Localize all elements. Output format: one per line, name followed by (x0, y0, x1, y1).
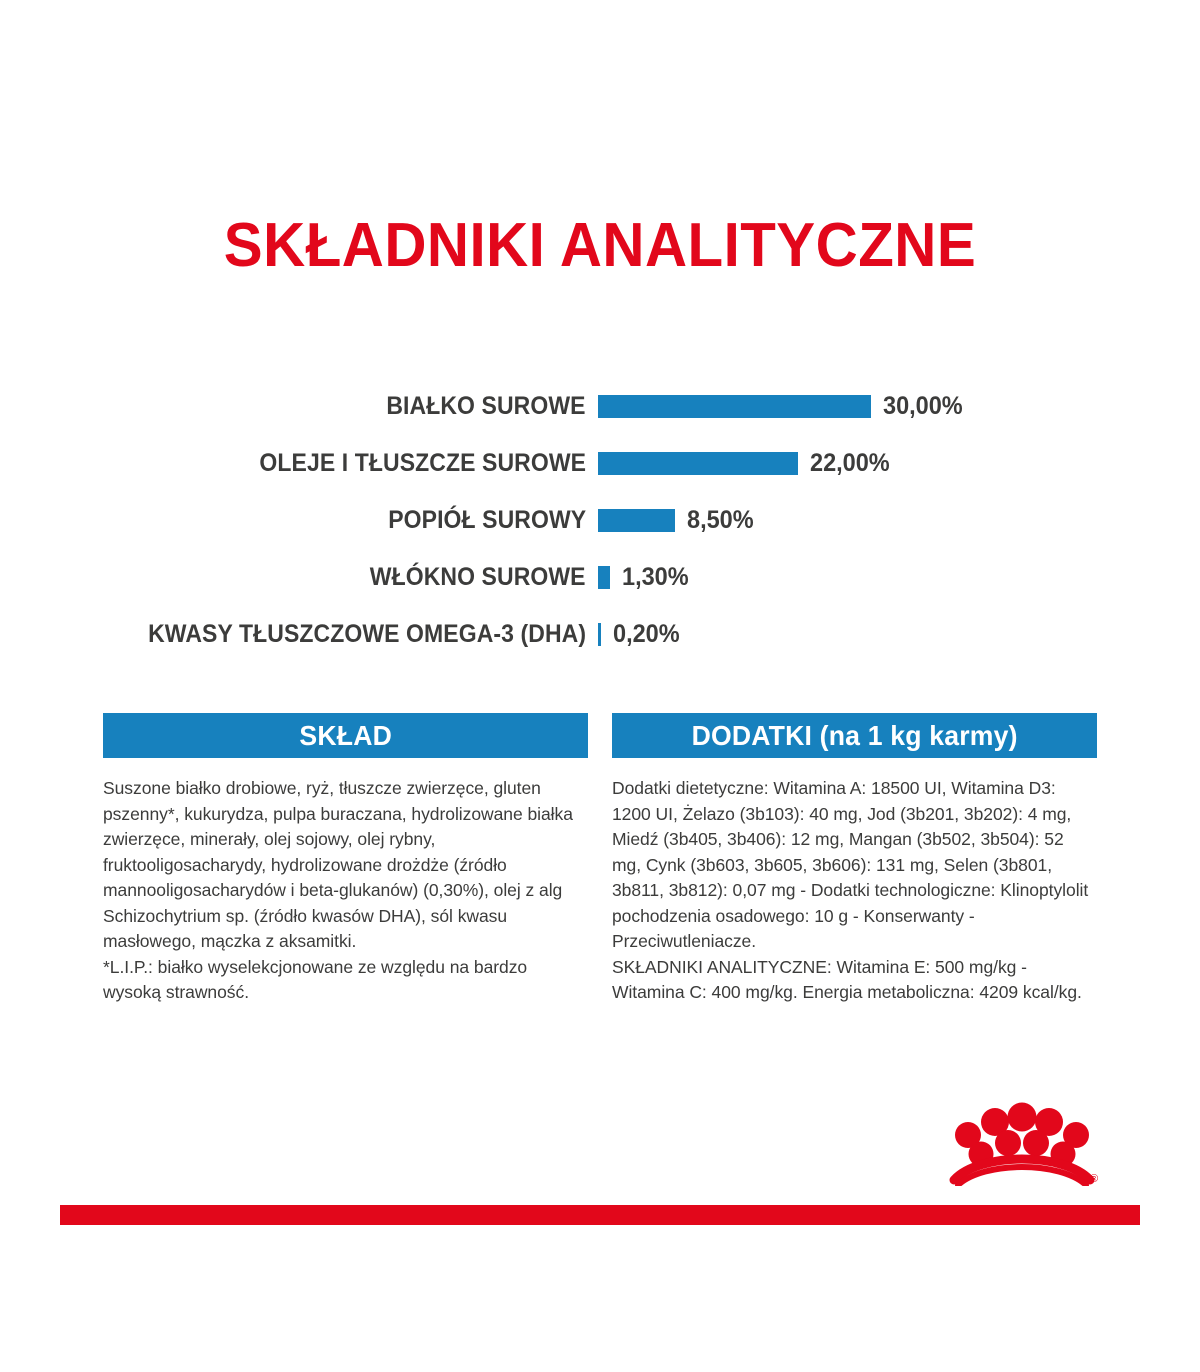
chart-label: WŁÓKNO SUROWE (370, 563, 586, 591)
composition-panel: SKŁAD Suszone białko drobiowe, ryż, tłus… (103, 713, 588, 1006)
chart-row: KWASY TŁUSZCZOWE OMEGA-3 (DHA) 0,20% (0, 606, 1200, 663)
additives-panel-header-label: DODATKI (na 1 kg karmy) (691, 720, 1018, 751)
chart-label: OLEJE I TŁUSZCZE SUROWE (259, 449, 586, 477)
composition-panel-body: Suszone białko drobiowe, ryż, tłuszcze z… (103, 778, 573, 1002)
info-panels: SKŁAD Suszone białko drobiowe, ryż, tłus… (0, 713, 1200, 1006)
chart-bar-wrapper: 8,50% (598, 492, 758, 549)
composition-panel-header: SKŁAD (103, 713, 588, 758)
chart-value: 0,20% (613, 620, 680, 648)
chart-row: OLEJE I TŁUSZCZE SUROWE 22,00% (0, 435, 1200, 492)
chart-row: WŁÓKNO SUROWE 1,30% (0, 549, 1200, 606)
chart-value: 1,30% (621, 563, 689, 591)
chart-bar (598, 509, 676, 532)
chart-value: 8,50% (687, 506, 754, 534)
footer-red-bar (60, 1205, 1140, 1225)
chart-row: BIAŁKO SUROWE 30,00% (0, 378, 1200, 435)
analytical-constituents-bar-chart: BIAŁKO SUROWE 30,00% OLEJE I TŁUSZCZE SU… (0, 378, 1200, 663)
additives-panel-header: DODATKI (na 1 kg karmy) (612, 713, 1097, 758)
chart-bar-wrapper: 1,30% (598, 549, 693, 606)
chart-value: 22,00% (810, 449, 890, 477)
chart-bar-wrapper: 30,00% (598, 378, 968, 435)
additives-panel: DODATKI (na 1 kg karmy) Dodatki dietetyc… (612, 713, 1097, 1006)
chart-label: POPIÓŁ SUROWY (387, 506, 586, 534)
chart-bar (598, 452, 799, 475)
page-title: SKŁADNIKI ANALITYCZNE (223, 210, 977, 280)
chart-value: 30,00% (883, 392, 963, 420)
royal-canin-crown-icon: ® (942, 1090, 1102, 1186)
chart-bar (598, 395, 871, 418)
registered-trademark-mark: ® (1090, 1173, 1098, 1185)
chart-bar (598, 623, 601, 646)
composition-panel-header-label: SKŁAD (299, 720, 392, 751)
chart-bar-wrapper: 22,00% (598, 435, 895, 492)
additives-panel-body: Dodatki dietetyczne: Witamina A: 18500 U… (612, 778, 1089, 1002)
chart-label: BIAŁKO SUROWE (386, 392, 586, 420)
chart-row: POPIÓŁ SUROWY 8,50% (0, 492, 1200, 549)
chart-label: KWASY TŁUSZCZOWE OMEGA-3 (DHA) (147, 620, 586, 648)
chart-bar (598, 566, 610, 589)
chart-bar-wrapper: 0,20% (598, 606, 684, 663)
